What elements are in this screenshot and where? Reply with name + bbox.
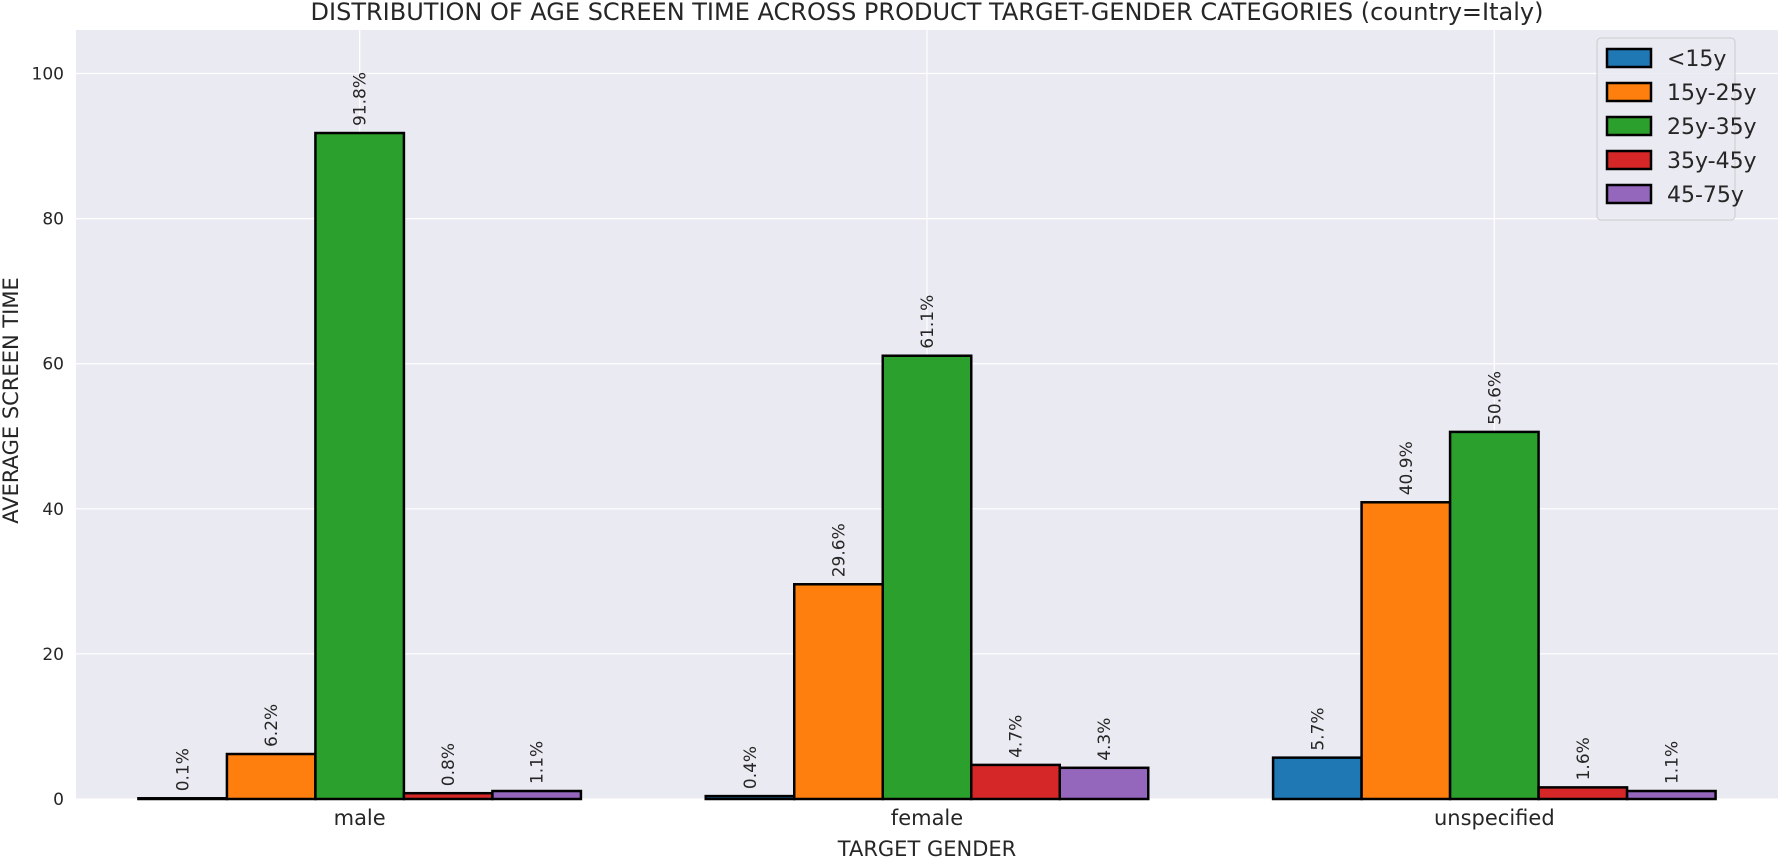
y-axis-ticks: 0 20 40 60 80 100 (32, 65, 64, 810)
bar-value-label: 1.6% (1574, 737, 1594, 780)
x-axis-label: TARGET GENDER (837, 837, 1016, 859)
y-tick-label: 40 (42, 500, 64, 520)
legend-swatch (1605, 149, 1653, 171)
bar (970, 763, 1061, 801)
bar-value-label: 61.1% (918, 295, 938, 349)
bar (881, 354, 973, 801)
bar (225, 752, 317, 801)
legend-swatch (1605, 115, 1653, 137)
bar-value-label: 91.8% (351, 72, 371, 126)
bar (137, 797, 229, 801)
bar-value-label: 6.2% (262, 704, 282, 747)
bar (1625, 789, 1717, 801)
y-tick-label: 0 (53, 790, 64, 810)
bar (314, 131, 406, 801)
bar (793, 583, 884, 801)
legend-swatch (1605, 47, 1653, 69)
y-tick-label: 80 (42, 210, 64, 230)
bar-value-label: 4.3% (1095, 718, 1115, 761)
bar (1537, 786, 1629, 801)
bar (1360, 501, 1452, 801)
y-tick-label: 60 (42, 355, 64, 375)
bar-value-label: 50.6% (1485, 371, 1505, 425)
legend-label: 45-75y (1667, 183, 1744, 208)
legend-label: 25y-35y (1667, 115, 1757, 140)
bar-value-label: 0.4% (741, 746, 761, 789)
bar-value-label: 40.9% (1397, 441, 1417, 495)
y-tick-label: 100 (32, 65, 64, 85)
bar-value-label: 1.1% (528, 741, 548, 784)
bar-value-label: 1.1% (1662, 741, 1682, 784)
bar-labels: 0.1% 6.2% 91.8% 0.8% 1.1% 0.4% 29.6% 61.1% 4.7% 4… (174, 72, 1683, 791)
bar-value-label: 4.7% (1007, 715, 1027, 758)
bar-value-label: 5.7% (1308, 707, 1328, 750)
x-axis-ticks: male female unspecified (334, 806, 1555, 830)
y-tick-label: 20 (42, 645, 64, 665)
bar (491, 789, 583, 801)
x-tick-label: male (334, 806, 386, 830)
legend-label: 35y-45y (1667, 149, 1757, 174)
x-tick-label: unspecified (1434, 806, 1555, 830)
y-axis-label: AVERAGE SCREEN TIME (0, 277, 23, 524)
bars (137, 131, 1717, 801)
bar-value-label: 0.1% (174, 748, 194, 791)
bar-value-label: 29.6% (830, 523, 850, 577)
bar (1448, 430, 1540, 801)
legend-label: 15y-25y (1667, 81, 1757, 106)
bar (704, 794, 796, 801)
x-tick-label: female (891, 806, 963, 830)
bar (402, 791, 494, 801)
legend: <15y 15y-25y 25y-35y 35y-45y 45-75y (1596, 37, 1757, 221)
bar (1058, 766, 1150, 801)
legend-swatch (1605, 81, 1653, 103)
bar-value-label: 0.8% (439, 743, 459, 786)
chart-title: DISTRIBUTION OF AGE SCREEN TIME ACROSS P… (311, 0, 1544, 26)
legend-swatch (1605, 183, 1653, 205)
bar (1271, 756, 1363, 801)
legend-label: <15y (1667, 47, 1726, 72)
